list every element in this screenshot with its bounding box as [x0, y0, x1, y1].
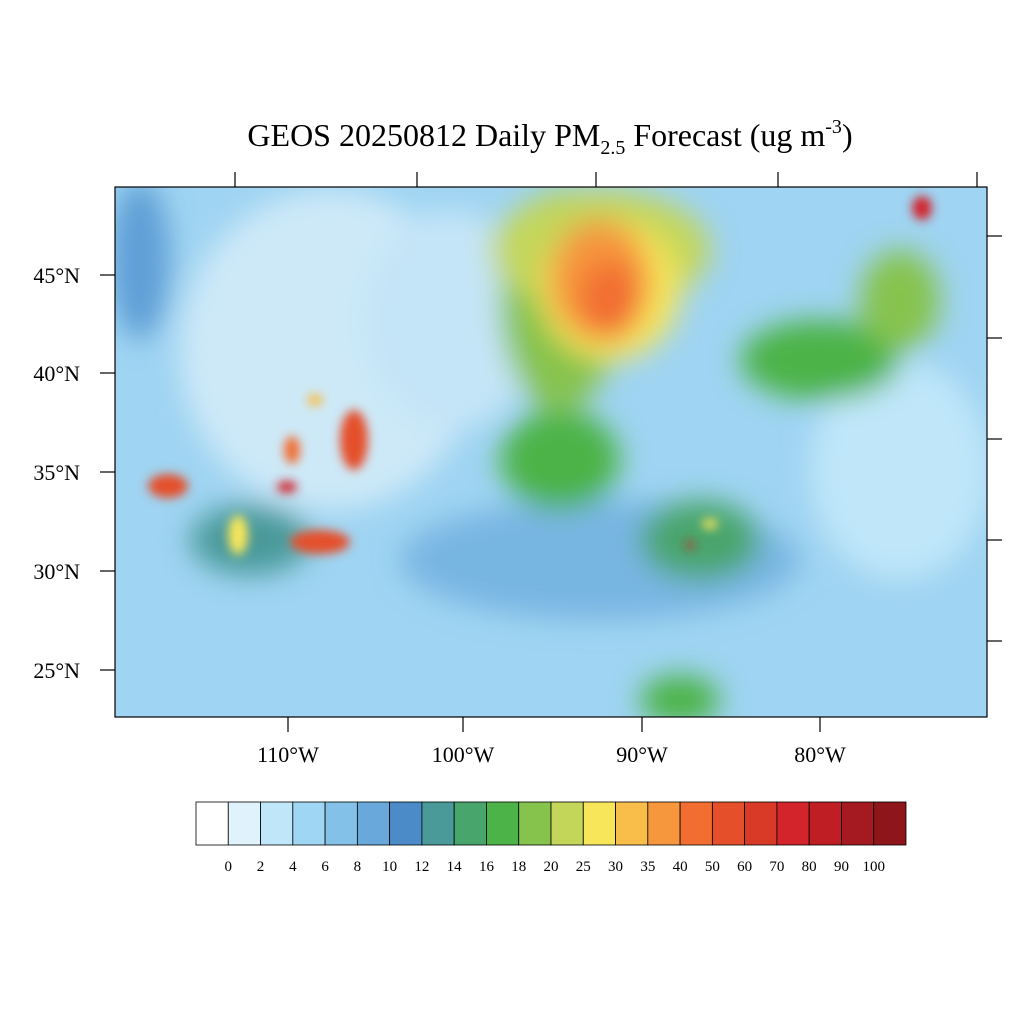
longitude-label: 90°W	[616, 742, 668, 767]
colorbar-label: 70	[769, 859, 784, 875]
latitude-label: 35°N	[33, 460, 80, 485]
map-frame	[114, 186, 988, 718]
latitude-label: 30°N	[33, 559, 80, 584]
colorbar-box	[518, 801, 552, 846]
colorbar-box	[873, 801, 907, 846]
colorbar-box	[647, 801, 681, 846]
longitude-label: 80°W	[794, 742, 846, 767]
colorbar-label: 30	[608, 859, 623, 875]
colorbar-box	[421, 801, 455, 846]
colorbar-box	[324, 801, 358, 846]
colorbar-label: 4	[289, 859, 297, 875]
colorbar-label: 18	[511, 859, 526, 875]
frame-ticks	[100, 172, 1002, 732]
title-close: )	[842, 117, 853, 153]
colorbar-box	[711, 801, 746, 846]
longitude-label: 100°W	[432, 742, 495, 767]
colorbar-box	[808, 801, 842, 846]
latitude-label: 25°N	[33, 658, 80, 683]
map-field	[115, 187, 987, 717]
title-subscript: 2.5	[600, 137, 625, 159]
colorbar-box	[841, 801, 875, 846]
colorbar-box	[776, 801, 810, 846]
colorbar-label: 12	[414, 859, 429, 875]
title: GEOS 20250812 Daily PM2.5 Forecast (ug m…	[247, 116, 852, 159]
latitude-label: 40°N	[33, 361, 80, 386]
colorbar-label: 50	[705, 859, 720, 875]
colorbar-label: 16	[479, 859, 495, 875]
title-superscript: -3	[825, 116, 842, 138]
colorbar-box	[486, 801, 520, 846]
colorbar-box	[453, 801, 487, 846]
colorbar-label: 6	[321, 859, 329, 875]
colorbar-label: 14	[447, 859, 463, 875]
latitude-label: 45°N	[33, 263, 80, 288]
colorbar-label: 100	[862, 859, 885, 875]
colorbar-box	[679, 801, 713, 846]
colorbar-label: 80	[802, 859, 817, 875]
title-rest: Forecast (ug m	[625, 117, 825, 153]
colorbar-label: 90	[834, 859, 849, 875]
colorbar-label: 40	[673, 859, 688, 875]
colorbar-box	[227, 801, 261, 846]
colorbar-box	[550, 801, 584, 846]
colorbar-label: 60	[737, 859, 752, 875]
colorbar-label: 25	[576, 859, 591, 875]
colorbar-label: 2	[257, 859, 265, 875]
colorbar-label: 20	[544, 859, 559, 875]
longitude-label: 110°W	[257, 742, 319, 767]
colorbar-label: 0	[225, 859, 233, 875]
colorbar-box	[615, 801, 649, 846]
colorbar-box	[195, 801, 229, 846]
colorbar-label: 35	[640, 859, 655, 875]
colorbar-box	[744, 801, 778, 846]
colorbar-box	[260, 801, 294, 846]
title-main: GEOS 20250812 Daily PM	[247, 117, 600, 153]
colorbar-box	[356, 801, 391, 846]
colorbar-label: 10	[382, 859, 397, 875]
colorbar-label: 8	[354, 859, 362, 875]
colorbar-box	[582, 801, 616, 846]
colorbar-box	[389, 801, 423, 846]
colorbar-box	[292, 801, 326, 846]
